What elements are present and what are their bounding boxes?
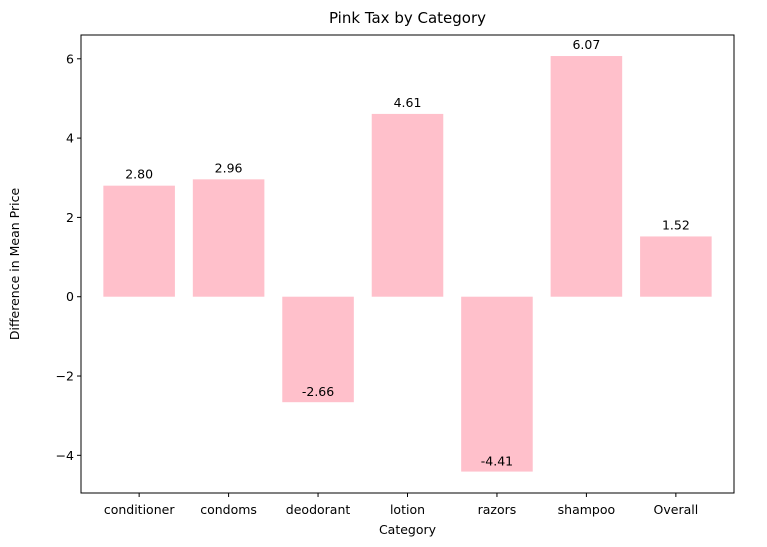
bar-razors bbox=[461, 296, 533, 472]
x-tick-label-razors: razors bbox=[478, 502, 517, 517]
y-tick-label: −4 bbox=[56, 448, 74, 463]
y-tick-label: 4 bbox=[66, 131, 74, 146]
data-label-condoms: 2.96 bbox=[215, 160, 243, 175]
bar-conditioner bbox=[103, 185, 175, 297]
x-tick-label-shampoo: shampoo bbox=[558, 502, 616, 517]
x-axis: conditioner condoms deodorant lotion razors s… bbox=[104, 493, 698, 517]
x-axis-label: Category bbox=[379, 522, 437, 537]
bar-overall bbox=[640, 236, 712, 297]
data-labels: 2.80 2.96 -2.66 4.61 -4.41 6.07 1.52 bbox=[125, 37, 690, 469]
data-label-deodorant: -2.66 bbox=[302, 384, 334, 399]
y-tick-label: 2 bbox=[66, 210, 74, 225]
y-tick-label: 6 bbox=[66, 51, 74, 66]
x-tick-label-condoms: condoms bbox=[200, 502, 257, 517]
bar-lotion bbox=[371, 113, 444, 297]
chart-title: Pink Tax by Category bbox=[329, 9, 486, 27]
data-label-razors: -4.41 bbox=[481, 454, 513, 469]
data-label-overall: 1.52 bbox=[662, 217, 690, 232]
y-tick-label: −2 bbox=[56, 369, 74, 384]
x-tick-label-lotion: lotion bbox=[390, 502, 425, 517]
y-axis-label: Difference in Mean Price bbox=[7, 188, 22, 341]
y-tick-label: 0 bbox=[66, 289, 74, 304]
data-label-lotion: 4.61 bbox=[394, 95, 422, 110]
x-tick-label-conditioner: conditioner bbox=[104, 502, 175, 517]
y-axis: −4 −2 0 2 4 6 bbox=[56, 51, 81, 463]
data-label-conditioner: 2.80 bbox=[125, 167, 153, 182]
data-label-shampoo: 6.07 bbox=[572, 37, 600, 52]
bar-deodorant bbox=[282, 296, 354, 403]
x-tick-label-overall: Overall bbox=[654, 502, 699, 517]
bar-condoms bbox=[192, 179, 265, 297]
bars bbox=[103, 56, 712, 472]
x-tick-label-deodorant: deodorant bbox=[286, 502, 351, 517]
bar-shampoo bbox=[550, 56, 623, 297]
